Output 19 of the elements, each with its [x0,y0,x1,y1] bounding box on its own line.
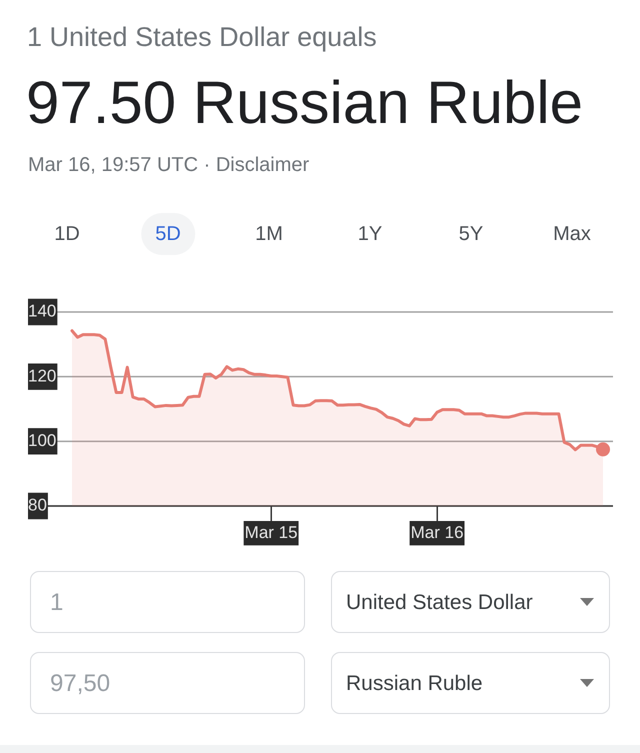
y-tick-label: 80 [28,496,47,515]
text: Mar 16, 19:57 UTC · Disclaimer [28,154,310,176]
currency-dropdown: United States Dollar [331,571,610,633]
y-tick-label: 140 [28,302,56,321]
text: Max [553,223,591,245]
selected-range-tab: 5D [141,213,195,255]
text: 1M [255,223,283,245]
chart-title: 1 United States Dollar equals [27,22,377,52]
chart-subtitle: 97.50 Russian Ruble [26,69,584,136]
amount-field: 97,50 [30,652,305,714]
text: 1Y [358,223,382,245]
x-tick-label: Mar 16 [410,522,464,542]
text: 5Y [458,223,484,245]
y-tick-label: 100 [28,431,56,450]
x-tick-label: Mar 15 [244,522,298,542]
amount-field: 1 [30,571,305,633]
y-tick-label: 120 [28,366,56,386]
currency-dropdown: Russian Ruble [331,652,610,714]
text: 1D [54,223,80,245]
